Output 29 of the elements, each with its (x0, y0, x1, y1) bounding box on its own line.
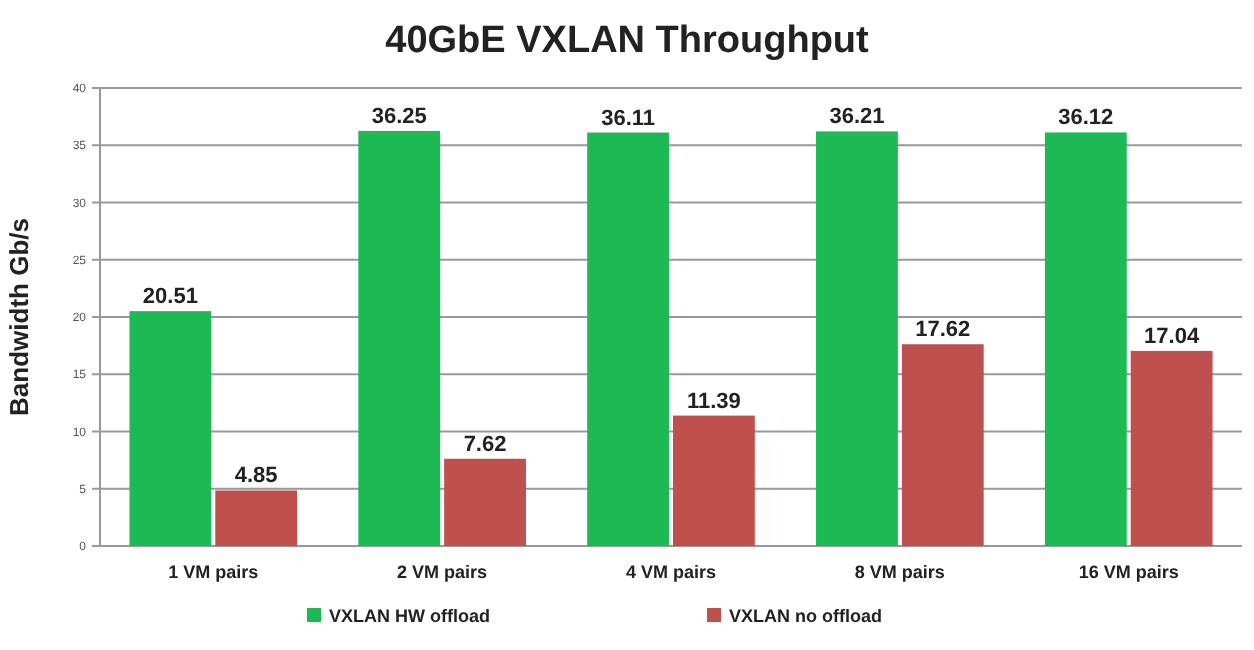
x-tick-label: 16 VM pairs (1078, 562, 1179, 582)
bar (673, 415, 755, 546)
bar (1044, 132, 1127, 546)
data-label: 17.62 (915, 318, 971, 343)
data-label: 36.21 (829, 105, 885, 130)
chart-title: 40GbE VXLAN Throughput (385, 20, 871, 62)
data-label: 36.25 (371, 104, 427, 129)
data-label: 4.85 (234, 464, 278, 489)
bar (215, 490, 298, 546)
x-tick-label: 2 VM pairs (397, 562, 488, 582)
bar (816, 131, 898, 546)
data-label: 11.39 (686, 389, 741, 414)
data-label: 17.04 (1144, 324, 1201, 349)
data-label: 20.51 (142, 285, 198, 310)
x-tick-label: 4 VM pairs (625, 562, 717, 582)
y-axis-title: Bandwidth Gb/s (4, 218, 34, 416)
data-label: 36.12 (1058, 106, 1114, 131)
data-label: 36.11 (601, 106, 656, 131)
legend-label: VXLAN HW offload (329, 606, 490, 626)
bar (901, 344, 984, 546)
bar (129, 311, 212, 546)
bar (1130, 350, 1213, 546)
legend-label: VXLAN no offload (729, 606, 882, 626)
data-label: 7.62 (463, 432, 507, 457)
x-tick-label: 8 VM pairs (854, 562, 945, 582)
bar (587, 132, 669, 546)
x-tick-label: 1 VM pairs (168, 562, 259, 582)
bar (444, 458, 526, 546)
bar (358, 130, 441, 546)
